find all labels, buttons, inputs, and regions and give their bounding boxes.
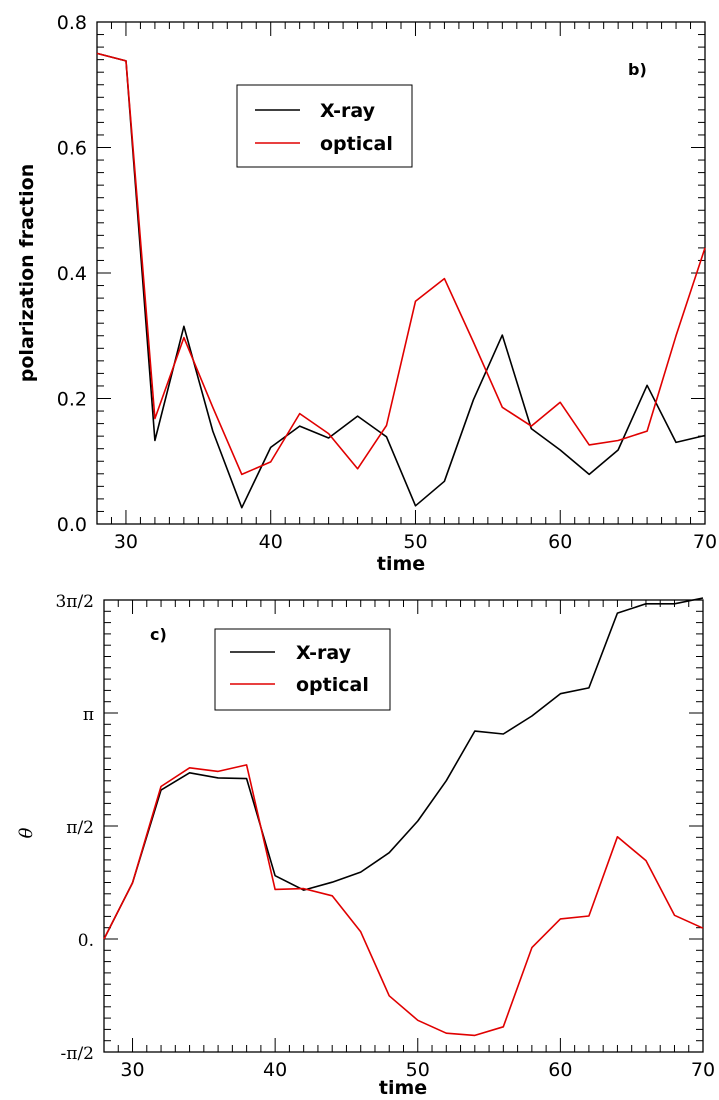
theta-chart: 30 40 50 60 70 -π/2 0. π/2 π 3π/2 time θ c) X-ra… [16, 592, 715, 1099]
y-tick-label: 0.6 [57, 138, 87, 160]
y-tick-label: 0.2 [57, 389, 87, 411]
x-tick-label: 60 [548, 1059, 572, 1081]
x-axis-title: time [377, 553, 425, 575]
series-lines [96, 52, 706, 509]
legend-box [214, 628, 391, 711]
y-tick-label: π/2 [66, 818, 94, 838]
x-tick-label: 40 [263, 1059, 287, 1081]
series-line-xray [96, 52, 706, 509]
y-tick-labels: -π/2 0. π/2 π 3π/2 [55, 592, 94, 1064]
y-axis-title: polarization fraction [16, 164, 38, 382]
x-tick-label: 60 [548, 531, 572, 553]
x-tick-labels: 30 40 50 60 70 [120, 1059, 715, 1081]
legend: X-ray optical [214, 628, 391, 711]
y-tick-label: π [83, 705, 94, 725]
x-tick-label: 50 [403, 531, 427, 553]
x-tick-label: 70 [693, 531, 717, 553]
y-axis-title: θ [16, 827, 37, 838]
y-tick-label: 0.0 [57, 514, 87, 536]
x-tick-labels: 30 40 50 60 70 [114, 531, 717, 553]
legend-label-xray: X-ray [320, 100, 376, 122]
legend: X-ray optical [236, 84, 413, 168]
y-tick-labels: 0.0 0.2 0.4 0.6 0.8 [57, 12, 87, 536]
x-tick-label: 30 [120, 1059, 144, 1081]
legend-label-optical: optical [320, 133, 393, 155]
tick-marks [96, 21, 706, 525]
series-lines [103, 597, 704, 1037]
series-line-optical [103, 764, 704, 1037]
x-tick-label: 40 [259, 531, 283, 553]
plot-frame [103, 599, 704, 1053]
polarization-fraction-chart: 30 40 50 60 70 0.0 0.2 0.4 0.6 0.8 time polariza… [16, 12, 717, 575]
y-tick-label: 0.4 [57, 263, 87, 285]
y-tick-label: -π/2 [61, 1044, 94, 1064]
legend-box [236, 84, 413, 168]
panel-label: c) [150, 625, 167, 644]
x-axis-title: time [379, 1077, 427, 1099]
y-tick-label: 0.8 [57, 12, 87, 34]
panel-label: b) [628, 60, 647, 79]
tick-marks [103, 599, 704, 1053]
x-tick-label: 30 [114, 531, 138, 553]
series-line-optical [96, 52, 706, 476]
y-tick-label: 0. [78, 931, 94, 951]
x-tick-label: 70 [691, 1059, 715, 1081]
legend-label-optical: optical [296, 674, 369, 696]
legend-label-xray: X-ray [296, 642, 352, 664]
x-tick-label: 50 [406, 1059, 430, 1081]
y-tick-label: 3π/2 [55, 592, 94, 612]
series-line-xray [103, 597, 704, 940]
